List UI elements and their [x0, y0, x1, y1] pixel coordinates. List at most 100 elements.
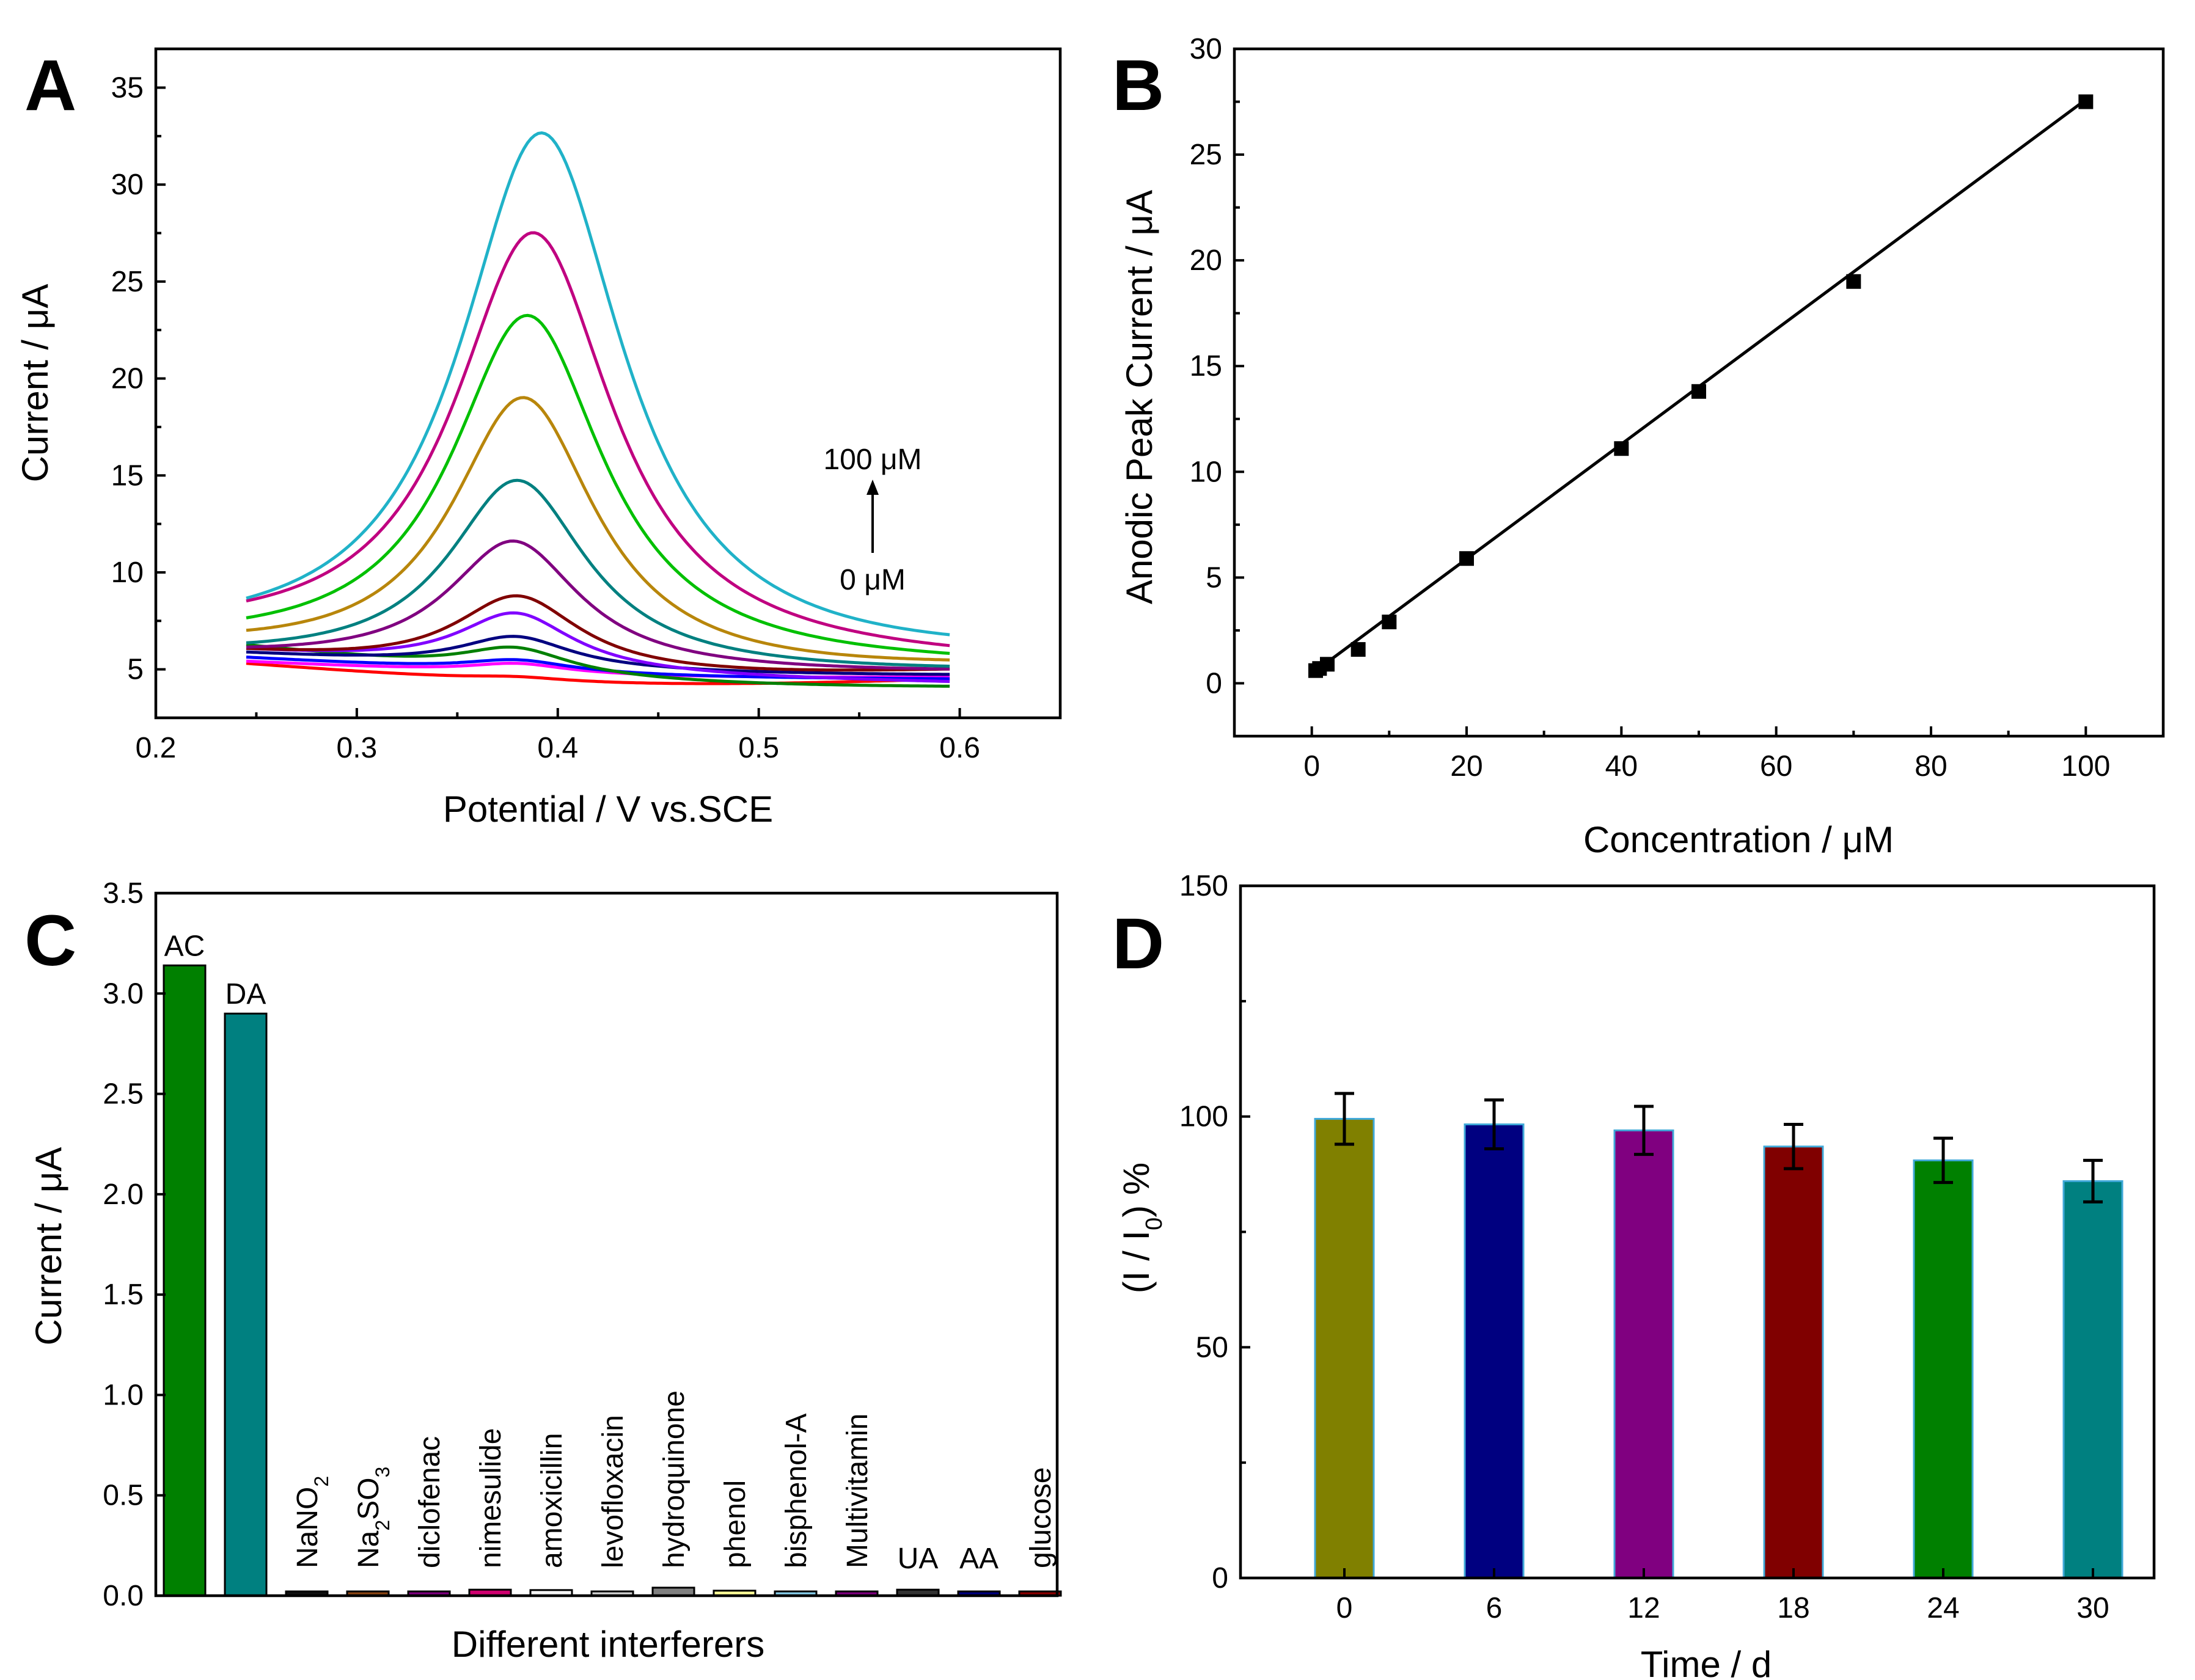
panel-d-xtick-label: 6: [1486, 1592, 1503, 1624]
panel-a-xlabel: Potential / V vs.SCE: [443, 789, 773, 830]
panel-b-xtick-label: 40: [1605, 750, 1638, 783]
panel-b-ytick-label: 25: [1190, 139, 1222, 171]
panel-c-category-label: NaNO2: [291, 1476, 332, 1568]
panel-a-series-line: [246, 313, 950, 655]
panel-a-chart: 0.2 0.3 0.4 0.5 0.6 5 10 15 20 25 30 35 Potential /…: [15, 47, 1062, 830]
panel-a-series-line: [246, 662, 950, 685]
panel-c-category-label: diclofenac: [414, 1436, 446, 1568]
panel-b-ytick-label: 10: [1190, 456, 1222, 488]
panel-c-ytick-label: 2.0: [103, 1178, 144, 1211]
panel-b-xtick-label: 0: [1303, 750, 1320, 783]
panel-letter-c: C: [24, 900, 76, 981]
panel-c-category-label: levofloxacin: [597, 1415, 629, 1568]
panel-c-ytick-label: 1.5: [103, 1279, 144, 1311]
panel-c-category-labels: AC DA NaNO2 Na2SO3 diclofenac nimesulide amoxi…: [164, 930, 1057, 1575]
panel-a-series-line: [246, 231, 950, 648]
panel-d-bar: [1913, 1159, 1974, 1579]
panel-letter-b: B: [1112, 45, 1164, 126]
panel-a-xtick-label: 0.5: [738, 732, 779, 764]
panel-b-xtick-label: 100: [2061, 750, 2110, 783]
panel-b-chart: 0 20 40 60 80 100 0 5 10 15 20 25 30 Concentration /…: [1119, 33, 2165, 860]
panel-a-curves: [246, 131, 950, 688]
panel-d-xlabel: Time / d: [1641, 1644, 1772, 1680]
panel-b-data-point: [1459, 551, 1474, 566]
panel-b-ticks: 0 20 40 60 80 100 0 5 10 15 20 25 30: [1190, 33, 2164, 783]
panel-c-ytick-label: 3.0: [103, 977, 144, 1010]
panel-c-ytick-label: 3.5: [103, 877, 144, 910]
panel-c-category-label: AC: [164, 930, 205, 962]
panel-c-bar: [224, 1012, 268, 1597]
panel-c-bar: [163, 964, 207, 1597]
panel-letter-a: A: [24, 45, 76, 126]
panel-c-xlabel: Different interferers: [452, 1624, 764, 1665]
panel-b-data-point: [1382, 615, 1397, 630]
panel-a-ytick-label: 5: [127, 654, 144, 686]
panel-a-series-line: [246, 594, 950, 672]
panel-b-ytick-label: 5: [1206, 561, 1222, 594]
panel-d-ytick-label: 50: [1196, 1331, 1228, 1364]
panel-c-chart: 0.0 0.5 1.0 1.5 2.0 2.5 3.0 3.5 AC DA NaNO2 Na2SO3…: [28, 877, 1062, 1665]
panel-c-ytick-label: 0.5: [103, 1480, 144, 1512]
panel-d-bar: [1613, 1129, 1674, 1579]
panel-a-ytick-label: 10: [111, 557, 144, 589]
panel-c-ylabel: Current / μA: [28, 1147, 69, 1346]
panel-b-ylabel: Anodic Peak Current / μA: [1119, 190, 1160, 604]
panel-d-ytick-label: 150: [1179, 870, 1228, 902]
panel-d-xtick-label: 12: [1627, 1592, 1660, 1624]
panel-c-category-label: UA: [898, 1543, 939, 1575]
panel-d-bars: [1314, 1092, 2124, 1579]
panel-b-data-point: [1320, 657, 1335, 672]
panel-a-series-line: [246, 539, 950, 671]
panel-d-bar: [1763, 1145, 1824, 1579]
panel-c-category-label: bisphenol-A: [780, 1414, 813, 1569]
panel-a-series-line: [246, 396, 950, 662]
panel-d-bar: [1464, 1123, 1525, 1579]
panel-a-series-line: [246, 611, 950, 683]
panel-b-ytick-label: 30: [1190, 33, 1222, 65]
panel-b-plot: [1308, 94, 2094, 678]
panel-d-bar: [2062, 1180, 2124, 1579]
panel-a-annotation-bottom: 0 μM: [840, 564, 906, 596]
panel-a-arrow-head: [867, 480, 879, 495]
panel-b-data-point: [2078, 94, 2094, 109]
panel-c-category-label: AA: [959, 1543, 999, 1575]
panel-a-ylabel: Current / μA: [15, 284, 56, 483]
panel-c-frame: [154, 891, 1059, 1598]
panel-c-ticks: 0.0 0.5 1.0 1.5 2.0 2.5 3.0 3.5: [103, 877, 166, 1612]
panel-c-category-label: phenol: [719, 1480, 752, 1568]
panel-b-data-point: [1614, 441, 1629, 456]
panel-a-xtick-label: 0.3: [337, 732, 378, 764]
panel-b-xtick-label: 60: [1760, 750, 1792, 783]
panel-c-ytick-label: 1.0: [103, 1379, 144, 1411]
panel-a-series-line: [246, 131, 950, 637]
panel-b-xtick-label: 80: [1915, 750, 1947, 783]
panel-a-annotation-top: 100 μM: [823, 444, 922, 476]
panel-c-ytick-label: 0.0: [103, 1580, 144, 1612]
panel-a-ytick-label: 25: [111, 266, 144, 298]
panel-b-ytick-label: 20: [1190, 244, 1222, 277]
panel-c-category-label: Multivitamin: [841, 1414, 874, 1568]
panel-a-xtick-label: 0.4: [537, 732, 578, 764]
panel-b-data-point: [1691, 384, 1706, 399]
panel-b-xlabel: Concentration / μM: [1583, 819, 1894, 860]
panel-b-data-point: [1846, 274, 1861, 289]
panel-letter-d: D: [1112, 904, 1164, 984]
panel-d-xtick-label: 18: [1777, 1592, 1809, 1624]
panel-d-xtick-label: 0: [1336, 1592, 1353, 1624]
panel-a-xtick-label: 0.2: [136, 732, 177, 764]
panel-a-series-line: [246, 635, 950, 676]
panel-c-category-label: amoxicillin: [536, 1433, 568, 1568]
panel-c-category-label: hydroquinone: [658, 1390, 691, 1568]
panel-a-series-line: [246, 478, 950, 668]
panel-c-category-label: glucose: [1025, 1467, 1057, 1568]
panel-c-ytick-label: 2.5: [103, 1078, 144, 1111]
panel-b-xtick-label: 20: [1450, 750, 1482, 783]
panel-a-ytick-label: 35: [111, 71, 144, 104]
panel-b-ytick-label: 15: [1190, 350, 1222, 382]
panel-b-data-point: [1350, 642, 1366, 657]
panel-c-bars: [163, 964, 1062, 1597]
panel-a-ytick-label: 30: [111, 169, 144, 201]
